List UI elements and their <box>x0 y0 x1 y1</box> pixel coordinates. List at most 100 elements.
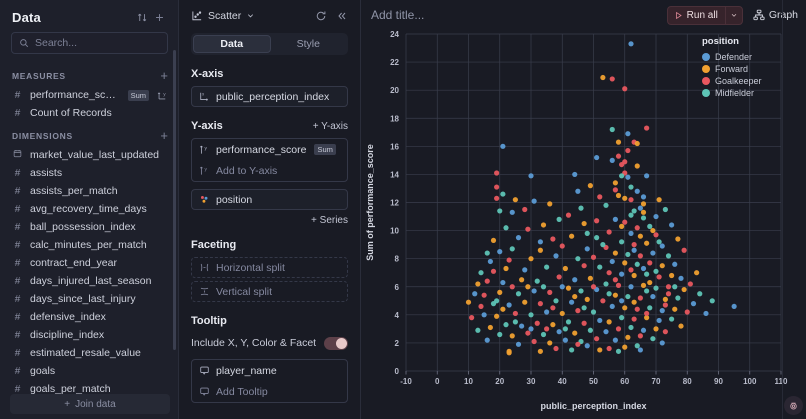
scatter-point[interactable] <box>509 209 515 215</box>
scatter-point[interactable] <box>612 216 618 222</box>
scatter-point[interactable] <box>544 326 550 332</box>
scatter-point[interactable] <box>562 326 568 332</box>
field-goals-per-match[interactable]: # goals_per_match <box>0 380 178 398</box>
scatter-point[interactable] <box>669 272 675 279</box>
join-data-button[interactable]: + Join data <box>10 394 170 414</box>
scatter-point[interactable] <box>512 319 518 325</box>
scatter-point[interactable] <box>494 313 500 319</box>
scatter-point[interactable] <box>606 345 612 352</box>
scatter-point[interactable] <box>565 212 572 218</box>
scatter-point[interactable] <box>659 243 665 249</box>
scatter-point[interactable] <box>547 289 553 295</box>
scatter-point[interactable] <box>575 308 581 314</box>
scatter-point[interactable] <box>672 284 678 290</box>
scatter-point[interactable] <box>619 315 625 321</box>
scatter-point[interactable] <box>637 295 643 301</box>
scatter-point[interactable] <box>637 253 643 259</box>
scatter-point[interactable] <box>519 277 525 283</box>
scatter-point[interactable] <box>503 225 509 231</box>
scatter-point[interactable] <box>606 229 612 235</box>
scatter-point[interactable] <box>709 298 715 304</box>
scatter-point[interactable] <box>553 345 559 352</box>
scatter-point[interactable] <box>515 291 522 297</box>
scatter-point[interactable] <box>644 173 650 179</box>
add-dimension-icon[interactable]: + <box>160 128 168 143</box>
scatter-point[interactable] <box>581 305 587 311</box>
scatter-point[interactable] <box>506 257 512 263</box>
scatter-point[interactable] <box>506 302 512 308</box>
scatter-point[interactable] <box>637 233 643 239</box>
scatter-point[interactable] <box>550 305 556 311</box>
scatter-point[interactable] <box>662 302 668 308</box>
scatter-point[interactable] <box>653 326 659 332</box>
scatter-point[interactable] <box>544 309 550 315</box>
scatter-point[interactable] <box>606 291 612 297</box>
scatter-point[interactable] <box>572 293 578 300</box>
add-tooltip-slot[interactable]: Add Tooltip <box>192 381 347 402</box>
scatter-point[interactable] <box>494 184 500 190</box>
scatter-point[interactable] <box>550 322 556 328</box>
scatter-point[interactable] <box>475 281 481 287</box>
scatter-point[interactable] <box>603 281 609 287</box>
scatter-point[interactable] <box>628 230 634 236</box>
scatter-point[interactable] <box>659 308 665 314</box>
scatter-point[interactable] <box>634 225 640 231</box>
scatter-point[interactable] <box>581 320 587 326</box>
scatter-point[interactable] <box>584 296 590 302</box>
scatter-point[interactable] <box>512 197 518 203</box>
scatter-point[interactable] <box>531 338 537 345</box>
scatter-point[interactable] <box>572 277 578 283</box>
scatter-point[interactable] <box>628 41 634 47</box>
scatter-point[interactable] <box>581 263 587 269</box>
scatter-point[interactable] <box>537 348 543 354</box>
scatter-point[interactable] <box>644 271 650 277</box>
scatter-point[interactable] <box>628 212 634 218</box>
field-estimated-resale-value[interactable]: # estimated_resale_value <box>0 344 178 362</box>
scatter-point[interactable] <box>631 247 637 253</box>
scatter-point[interactable] <box>584 246 590 252</box>
scatter-point[interactable] <box>484 337 490 343</box>
scatter-point[interactable] <box>697 291 703 297</box>
scatter-point[interactable] <box>490 268 497 274</box>
add-y-axis-button[interactable]: + Y-axis <box>312 120 348 132</box>
chart-type-dropdown[interactable]: Scatter <box>191 10 255 22</box>
graph-view-button[interactable]: Graph <box>753 9 798 21</box>
scatter-point[interactable] <box>515 341 522 347</box>
scatter-point[interactable] <box>665 284 672 290</box>
scatter-point[interactable] <box>584 230 590 236</box>
scatter-point[interactable] <box>531 288 537 294</box>
scatter-point[interactable] <box>525 284 531 290</box>
scatter-point[interactable] <box>600 242 606 248</box>
field-days-since-last-injury[interactable]: # days_since_last_injury <box>0 290 178 308</box>
scatter-point[interactable] <box>528 326 534 332</box>
scatter-point[interactable] <box>628 284 634 290</box>
scatter-point[interactable] <box>659 340 665 346</box>
scatter-point[interactable] <box>615 348 622 354</box>
scatter-point[interactable] <box>612 250 618 256</box>
scatter-point[interactable] <box>500 143 506 149</box>
scatter-point[interactable] <box>484 278 490 284</box>
scatter-point[interactable] <box>622 260 628 266</box>
scatter-point[interactable] <box>609 258 615 265</box>
field-goals[interactable]: # goals <box>0 362 178 380</box>
scatter-point[interactable] <box>481 312 487 318</box>
scatter-point[interactable] <box>612 277 618 283</box>
sort-icon[interactable] <box>134 9 151 26</box>
scatter-point[interactable] <box>640 194 647 200</box>
scatter-point[interactable] <box>497 249 503 255</box>
scatter-point[interactable] <box>681 286 687 293</box>
scatter-point[interactable] <box>640 209 647 215</box>
scatter-point[interactable] <box>637 205 643 211</box>
scatter-point[interactable] <box>690 301 697 307</box>
scatter-point[interactable] <box>703 310 709 317</box>
scatter-point[interactable] <box>581 220 587 227</box>
scatter-point[interactable] <box>619 161 625 168</box>
scatter-point[interactable] <box>647 223 653 229</box>
x-axis-field-slot[interactable]: x public_perception_index <box>191 86 348 107</box>
scatter-point[interactable] <box>575 341 581 347</box>
scatter-point[interactable] <box>490 237 497 244</box>
horizontal-split-slot[interactable]: Horizontal split <box>191 257 348 278</box>
scatter-point[interactable] <box>487 258 493 265</box>
scatter-point[interactable] <box>634 343 640 349</box>
scatter-point[interactable] <box>625 147 631 154</box>
